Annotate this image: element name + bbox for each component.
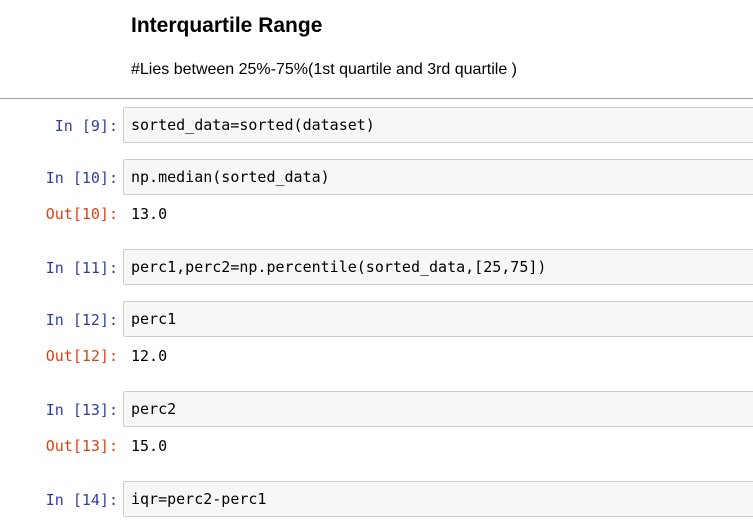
output-text: 12.0 <box>131 347 168 365</box>
code-input[interactable]: perc1,perc2=np.percentile(sorted_data,[2… <box>123 249 753 285</box>
code-text: sorted_data=sorted(dataset) <box>131 116 375 134</box>
code-text: iqr=perc2-perc1 <box>131 490 267 508</box>
in-prompt: In [9]: <box>54 117 118 135</box>
output-text: 15.0 <box>131 437 168 455</box>
out-prompt: Out[12]: <box>45 347 118 365</box>
markdown-text: #Lies between 25%-75%(1st quartile and 3… <box>131 61 518 78</box>
code-input[interactable]: perc1 <box>123 301 753 337</box>
cell-divider <box>0 98 753 99</box>
code-input[interactable]: np.median(sorted_data) <box>123 159 753 195</box>
out-prompt: Out[10]: <box>45 205 118 223</box>
code-text: np.median(sorted_data) <box>131 168 330 186</box>
output-text: 13.0 <box>131 205 168 223</box>
in-prompt: In [10]: <box>45 169 118 187</box>
in-prompt: In [13]: <box>45 401 118 419</box>
code-text: perc2 <box>131 400 177 418</box>
in-prompt: In [11]: <box>45 259 118 277</box>
markdown-heading: Interquartile Range <box>131 14 323 37</box>
out-prompt: Out[13]: <box>45 437 118 455</box>
code-text: perc1,perc2=np.percentile(sorted_data,[2… <box>131 258 547 276</box>
code-input[interactable]: iqr=perc2-perc1 <box>123 481 753 517</box>
code-input[interactable]: sorted_data=sorted(dataset) <box>123 107 753 143</box>
in-prompt: In [14]: <box>45 491 118 509</box>
code-input[interactable]: perc2 <box>123 391 753 427</box>
in-prompt: In [12]: <box>45 311 118 329</box>
code-text: perc1 <box>131 310 177 328</box>
